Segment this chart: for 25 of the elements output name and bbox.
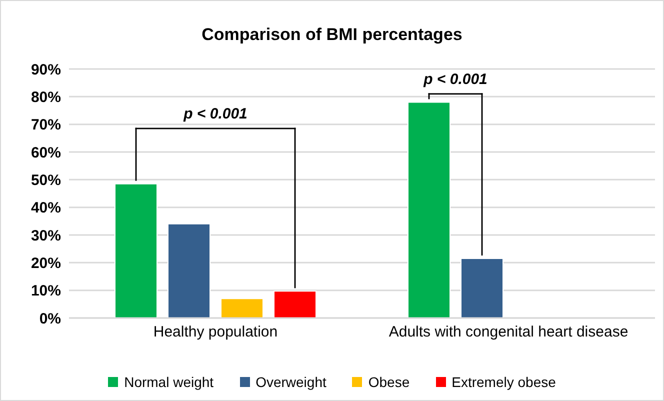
chart-title: Comparison of BMI percentages — [200, 25, 464, 45]
legend-label: Overweight — [256, 374, 326, 390]
annotation: p < 0.001 — [422, 70, 488, 88]
bar — [274, 290, 316, 318]
bar — [114, 183, 158, 318]
legend-label: Normal weight — [124, 374, 214, 390]
annotation: p < 0.001 — [182, 105, 248, 122]
legend-label: Obese — [368, 374, 410, 390]
y-tick-label: 90% — [30, 61, 61, 78]
bar — [460, 258, 504, 318]
bar — [220, 298, 264, 318]
y-tick-label: 20% — [30, 254, 61, 272]
y-tick-label: 50% — [30, 172, 61, 189]
y-tick-label: 10% — [30, 282, 61, 300]
x-tick-label: Healthy population — [153, 324, 278, 341]
legend-label: Extremely obese — [452, 374, 556, 390]
y-tick-label: 80% — [30, 88, 61, 106]
y-tick-label: 70% — [30, 116, 61, 134]
bar — [168, 223, 210, 318]
y-tick-label: 0% — [39, 310, 61, 328]
y-tick-label: 40% — [30, 200, 61, 217]
x-tick-label: Adults with congenital heart disease — [388, 324, 628, 341]
y-tick-label: 30% — [30, 227, 61, 244]
bar — [408, 102, 450, 318]
y-tick-label: 60% — [30, 144, 61, 162]
